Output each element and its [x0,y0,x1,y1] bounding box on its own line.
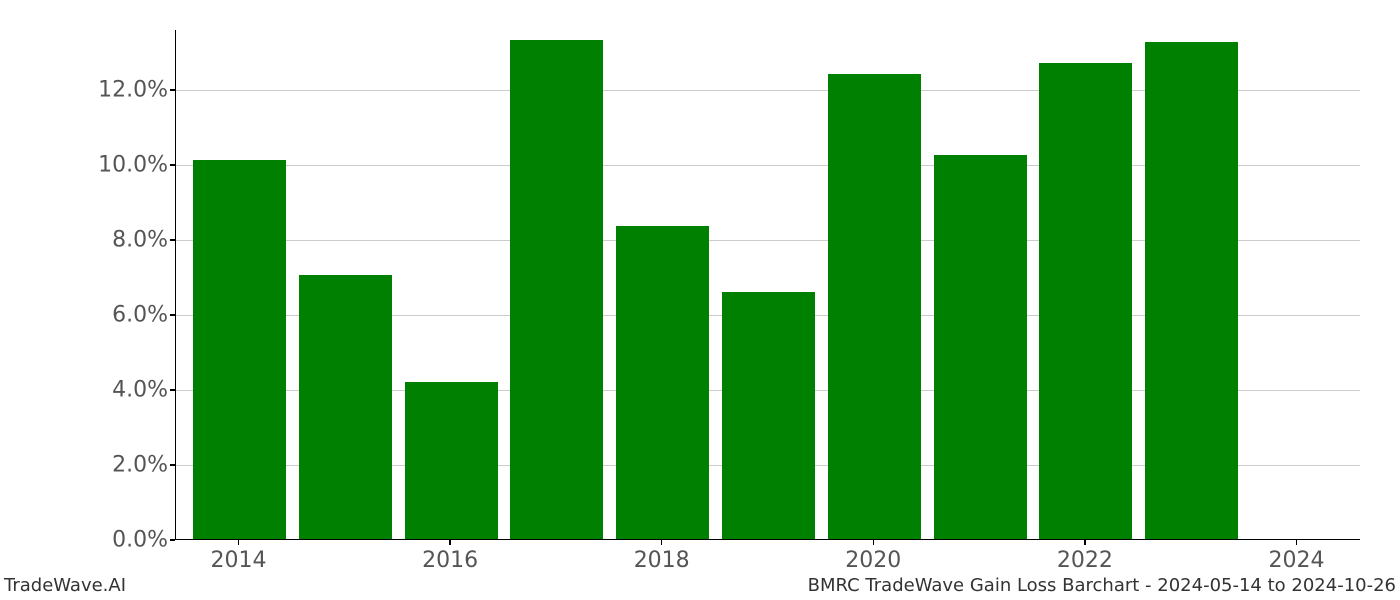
bar [299,275,392,539]
y-tick-mark [170,89,175,91]
bar [405,382,498,540]
y-tick-mark [170,389,175,391]
y-tick-mark [170,314,175,316]
y-tick-label: 12.0% [98,78,168,103]
x-tick-label: 2014 [210,548,266,573]
y-tick-mark [170,464,175,466]
x-tick-label: 2020 [845,548,901,573]
footer-right-text: BMRC TradeWave Gain Loss Barchart - 2024… [808,575,1396,596]
x-tick-mark [661,540,663,545]
x-tick-mark [238,540,240,545]
bar [1039,63,1132,539]
footer-left-text: TradeWave.AI [4,575,126,596]
bar [616,226,709,539]
x-tick-label: 2022 [1057,548,1113,573]
x-tick-mark [1084,540,1086,545]
x-tick-mark [1296,540,1298,545]
x-tick-label: 2018 [634,548,690,573]
y-tick-mark [170,539,175,541]
y-tick-mark [170,239,175,241]
chart-plot-area [175,30,1360,540]
bar [828,74,921,539]
x-tick-label: 2016 [422,548,478,573]
bar [722,292,815,540]
y-tick-label: 10.0% [98,153,168,178]
x-tick-mark [449,540,451,545]
y-tick-label: 2.0% [112,453,168,478]
bar [193,160,286,539]
y-tick-label: 4.0% [112,378,168,403]
y-tick-mark [170,164,175,166]
y-tick-label: 6.0% [112,303,168,328]
bar [510,40,603,539]
bar [1145,42,1238,539]
x-tick-label: 2024 [1269,548,1325,573]
y-tick-label: 8.0% [112,228,168,253]
bar [934,155,1027,539]
y-tick-label: 0.0% [112,528,168,553]
x-tick-mark [873,540,875,545]
